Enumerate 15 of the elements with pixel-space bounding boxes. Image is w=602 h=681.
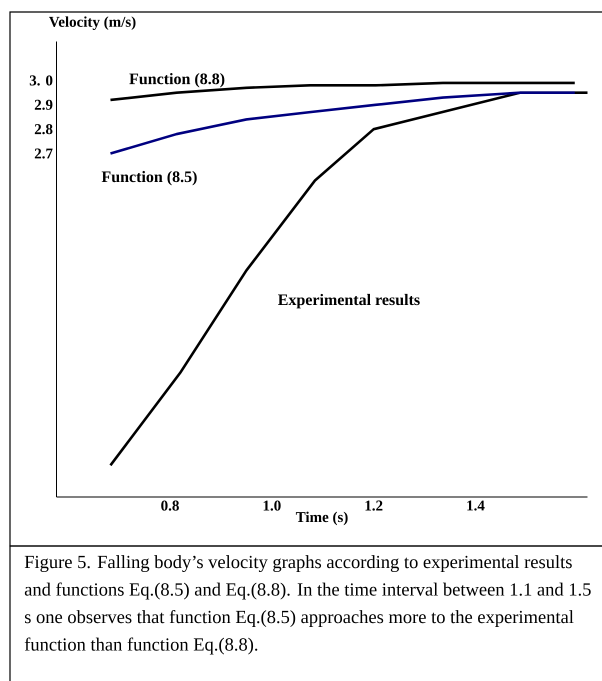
y-axis-title: Velocity (m/s) bbox=[49, 16, 136, 30]
series-label: Function (8.5) bbox=[102, 170, 197, 186]
y-tick-label: 3. 0 bbox=[30, 75, 52, 86]
x-tick-label: 0.8 bbox=[161, 500, 179, 511]
y-tick-label: 2.7 bbox=[34, 148, 53, 159]
x-tick-label: 1.0 bbox=[264, 500, 281, 511]
x-axis-title: Time (s) bbox=[296, 512, 348, 526]
caption: Figure 5. Falling body’s velocity graphs according to experimental results and functions Eq.(8.5) and Eq.(8.8). In the time interval between 1.1 and 1.5 s one observes that function Eq.(8.5) approaches more to the experimental function than function Eq.(8.8). bbox=[24, 555, 591, 654]
line-series bbox=[109, 91, 576, 155]
series-label: Function (8.8) bbox=[129, 72, 224, 88]
x-tick-label: 1.4 bbox=[467, 500, 485, 511]
x-tick-label: 1.2 bbox=[366, 500, 382, 511]
y-tick-label: 2.8 bbox=[34, 124, 52, 134]
y-tick-label: 2.9 bbox=[34, 100, 52, 110]
text: Experimental results bbox=[278, 294, 420, 308]
